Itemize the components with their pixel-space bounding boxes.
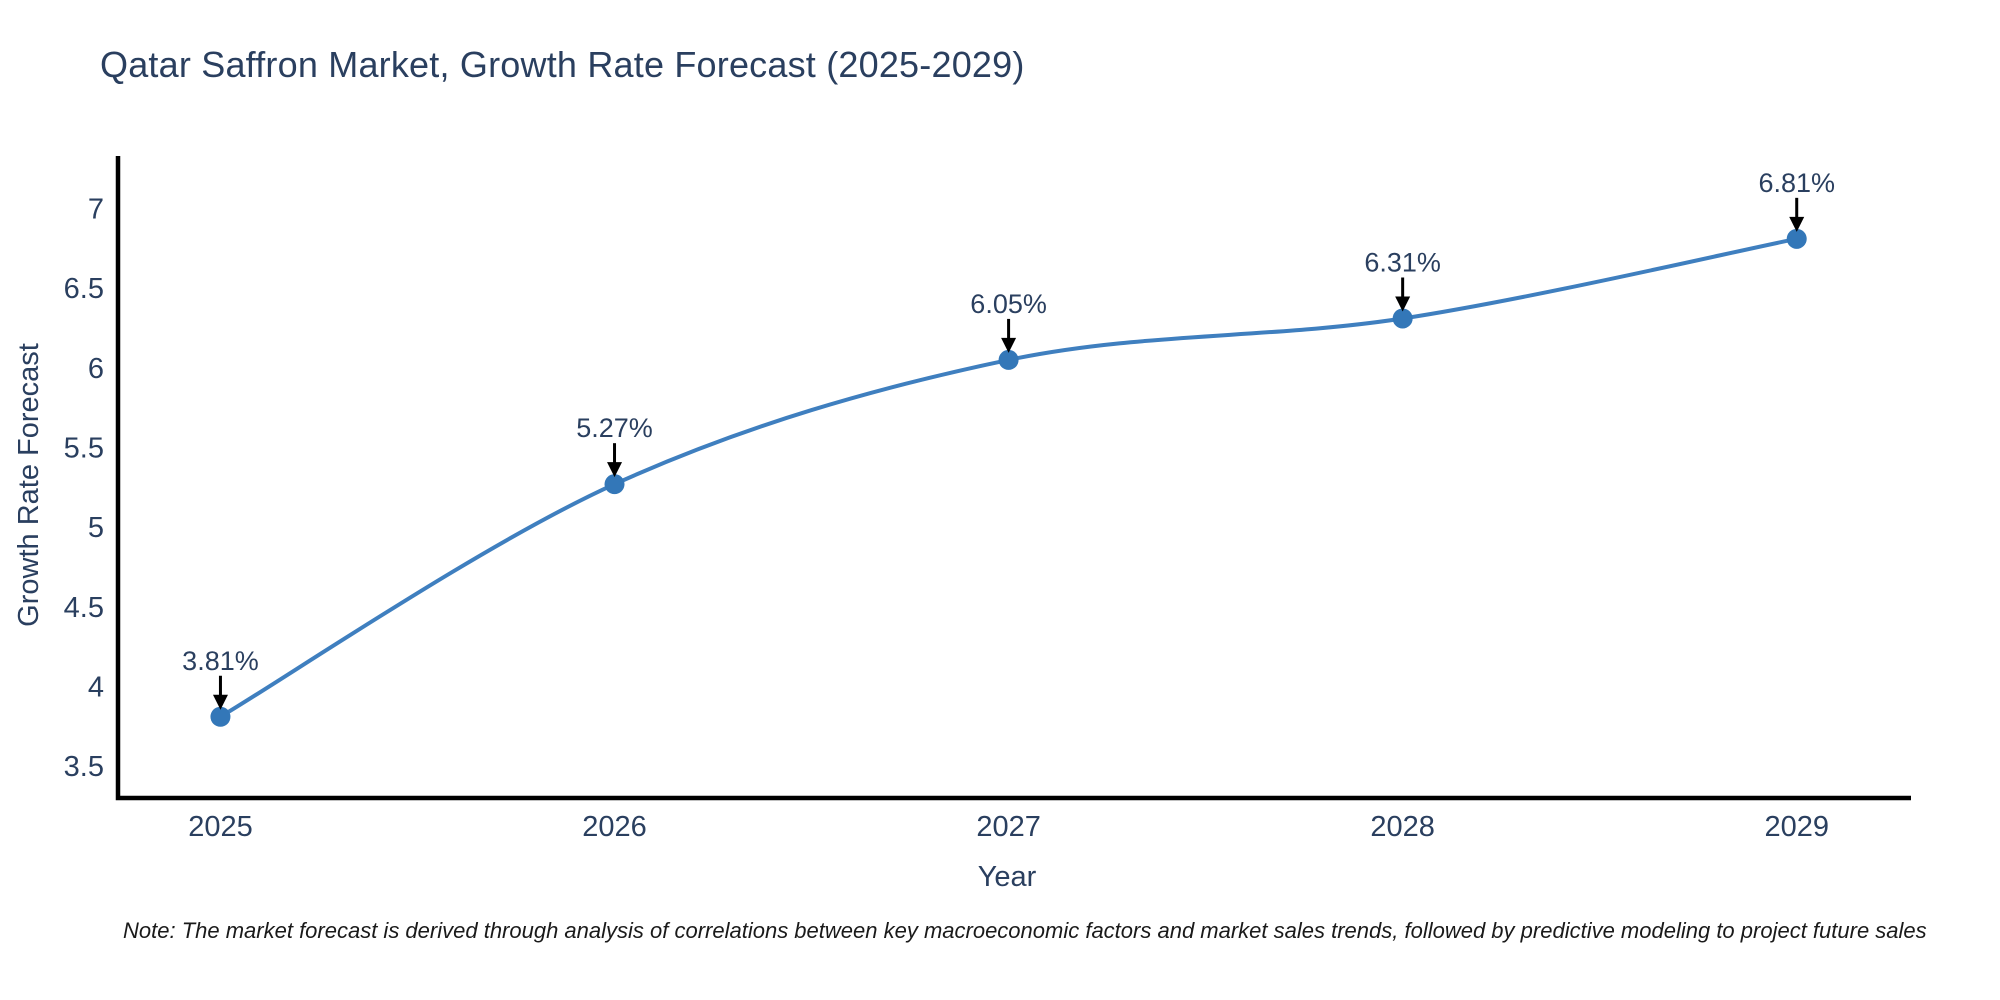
data-point-marker[interactable] — [604, 474, 625, 495]
chart-title: Qatar Saffron Market, Growth Rate Foreca… — [100, 44, 1025, 85]
y-tick-label: 5.5 — [64, 433, 104, 465]
y-tick-label: 6.5 — [64, 273, 104, 305]
y-tick-label: 6 — [88, 353, 104, 385]
y-tick-label: 4 — [88, 671, 104, 703]
footnote: Note: The market forecast is derived thr… — [123, 918, 1927, 943]
point-value-label: 6.31% — [1364, 247, 1441, 277]
y-tick-label: 7 — [88, 194, 104, 226]
x-tick-label: 2025 — [188, 811, 253, 843]
y-tick-label: 3.5 — [64, 751, 104, 783]
annotation-arrow-head — [1395, 296, 1411, 312]
point-value-label: 6.05% — [970, 289, 1047, 319]
data-point-marker[interactable] — [998, 349, 1019, 370]
annotation-arrow-head — [212, 694, 228, 710]
x-tick-label: 2027 — [976, 811, 1041, 843]
data-point-marker[interactable] — [210, 706, 231, 727]
annotation-arrow-head — [1789, 216, 1805, 232]
data-point-marker[interactable] — [1392, 308, 1413, 329]
data-point-marker[interactable] — [1786, 228, 1807, 249]
y-tick-label: 5 — [88, 512, 104, 544]
y-tick-label: 4.5 — [64, 592, 104, 624]
x-axis-title: Year — [978, 861, 1037, 893]
y-axis-title: Growth Rate Forecast — [13, 343, 45, 627]
annotation-arrow-head — [607, 462, 623, 478]
axis-lines — [115, 156, 1911, 801]
annotation-arrow-head — [1001, 337, 1017, 353]
point-value-label: 5.27% — [576, 413, 653, 443]
x-tick-label: 2028 — [1370, 811, 1435, 843]
point-value-label: 6.81% — [1758, 168, 1835, 198]
x-tick-label: 2026 — [582, 811, 647, 843]
x-tick-label: 2029 — [1764, 811, 1829, 843]
point-value-label: 3.81% — [182, 646, 259, 676]
